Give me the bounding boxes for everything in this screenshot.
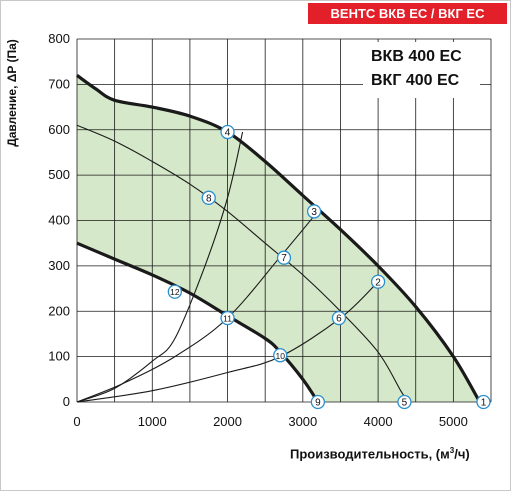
x-tick-label: 5000 (439, 414, 468, 429)
series-badge: ВЕНТС ВКВ ЕС / ВКГ ЕС (308, 3, 507, 24)
legend-model-1: ВКВ 400 ЕС (371, 48, 462, 65)
operating-point-8 (201, 190, 216, 205)
operating-region-fill (77, 75, 480, 403)
x-tick-label: 4000 (364, 414, 393, 429)
x-tick-label: 3000 (288, 414, 317, 429)
operating-point-6 (331, 310, 347, 326)
operating-point-label: 3 (311, 207, 317, 218)
x-axis-label-text: Производительность, (м (290, 446, 450, 462)
y-axis-label: Давление, ΔP (Па) (5, 39, 19, 147)
operating-point-label: 1 (481, 398, 487, 409)
system-curve-1 (76, 131, 244, 403)
x-tick-label: 2000 (213, 414, 242, 429)
legend-model-2: ВКГ 400 ЕС (371, 72, 460, 89)
y-tick-label: 800 (48, 31, 70, 46)
operating-point-7 (276, 250, 292, 265)
y-tick-label: 600 (48, 122, 70, 137)
x-tick-label: 1000 (138, 414, 167, 429)
x-axis-label-exponent: 3 (449, 446, 455, 455)
operating-point-5 (397, 394, 412, 410)
max-speed-curve (76, 74, 482, 403)
y-tick-label: 100 (48, 349, 70, 364)
y-tick-label: 400 (48, 213, 70, 228)
x-axis-label-unit: /ч) (454, 446, 470, 462)
operating-point-label: 7 (281, 253, 287, 264)
operating-point-label: 9 (315, 398, 321, 409)
operating-point-3 (306, 204, 322, 219)
operating-point-9 (310, 394, 326, 410)
operating-point-label: 8 (206, 193, 212, 204)
operating-point-10 (273, 348, 288, 363)
operating-point-12 (167, 284, 183, 299)
operating-point-1 (476, 394, 491, 410)
fan-curve-1 (76, 124, 409, 403)
x-axis-label: Производительность, (м3/ч) (290, 446, 470, 461)
y-tick-label: 300 (48, 258, 70, 273)
operating-point-label: 4 (225, 128, 231, 139)
operating-point-label: 5 (402, 398, 408, 409)
model-legend: ВКВ 400 ЕС ВКГ 400 ЕС (363, 42, 480, 98)
x-tick-label: 0 (73, 414, 80, 429)
y-tick-label: 200 (48, 303, 70, 318)
operating-point-label: 11 (223, 314, 232, 324)
operating-point-label: 10 (276, 351, 286, 361)
operating-point-2 (370, 274, 386, 289)
operating-point-4 (220, 124, 235, 140)
y-tick-label: 500 (48, 167, 70, 182)
operating-point-label: 2 (375, 277, 381, 288)
y-tick-label: 700 (48, 76, 70, 91)
y-tick-label: 0 (63, 394, 70, 409)
operating-point-label: 6 (336, 314, 342, 325)
operating-point-11 (220, 310, 235, 326)
operating-point-label: 12 (170, 287, 180, 297)
